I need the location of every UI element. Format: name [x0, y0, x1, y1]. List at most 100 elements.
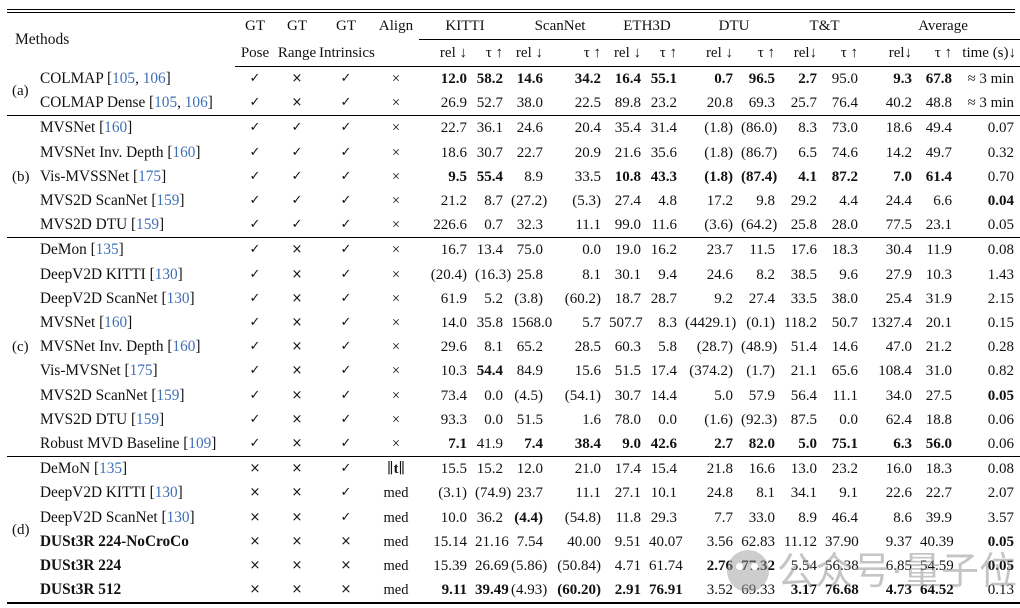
- gt-pose-mark: ✓: [249, 411, 261, 427]
- cell-kitti-rel: 73.4: [440, 387, 467, 404]
- cell-dtu-tau: 69.3: [748, 95, 776, 112]
- cell-eth3d-tau: 8.3: [658, 315, 678, 332]
- cell-scannet-rel: 75.0: [511, 237, 551, 263]
- method-label: DeepV2D KITTI: [40, 265, 146, 283]
- citation-link[interactable]: 106: [142, 69, 166, 87]
- cell-kitti-rel: 15.5: [419, 456, 475, 482]
- citation-link[interactable]: 130: [166, 289, 190, 307]
- method-label: MVSNet: [40, 119, 96, 137]
- citation-link[interactable]: 130: [154, 484, 178, 502]
- citation-link[interactable]: 160: [172, 338, 196, 356]
- cell-kitti-tau: 36.1: [475, 115, 511, 141]
- cell-tt-rel: 87.5: [790, 411, 818, 428]
- citation-link[interactable]: 105: [112, 69, 136, 87]
- cell-scannet-rel: 8.9: [524, 168, 543, 185]
- subcol-tt-tau: τ ↑: [825, 39, 867, 67]
- dataset-header-eth3d: ETH3D: [609, 13, 686, 40]
- cell-avg-rel: 8.6: [893, 509, 913, 526]
- cell-dtu-tau: 77.32: [741, 558, 776, 575]
- cell-avg-tau: 18.3: [920, 456, 961, 482]
- cell-dtu-tau: (92.3): [741, 411, 778, 428]
- cell-kitti-rel: 12.0: [440, 71, 467, 87]
- method-name: DUSt3R 224: [35, 554, 235, 578]
- citation-link[interactable]: 175: [129, 362, 153, 380]
- cell-kitti-tau: 41.9: [476, 436, 503, 453]
- cell-time: ≈ 3 min: [967, 71, 1015, 87]
- cell-kitti-rel: 93.3: [440, 411, 467, 428]
- cell-kitti-tau: 13.4: [475, 237, 511, 263]
- citation-link[interactable]: 160: [104, 314, 128, 332]
- cell-tt-tau: 65.6: [831, 363, 859, 380]
- cell-avg-tau: 54.59: [920, 558, 954, 575]
- citation-link[interactable]: 160: [104, 119, 128, 137]
- citation-link[interactable]: 109: [188, 435, 212, 453]
- align-mode: ×: [391, 290, 401, 307]
- cell-dtu-tau: 9.8: [756, 193, 776, 210]
- citation-link[interactable]: 135: [95, 241, 119, 259]
- method-label: DeepV2D ScanNet: [40, 508, 158, 526]
- cell-kitti-tau: 58.2: [476, 71, 503, 87]
- cell-avg-tau: 49.4: [920, 115, 961, 141]
- table-row: DeepV2D ScanNet [130] ✓ × ✓ × 61.9 5.2 (3.8) (60…: [7, 287, 1020, 311]
- citation-link[interactable]: 175: [138, 167, 162, 185]
- cell-kitti-tau: 55.4: [476, 168, 503, 185]
- gt-range-mark: ×: [291, 558, 303, 574]
- cell-scannet-tau: 28.5: [574, 339, 602, 356]
- cell-kitti-rel: (20.4): [430, 266, 467, 283]
- cell-eth3d-rel: 9.51: [614, 533, 642, 550]
- cell-eth3d-rel: 2.91: [614, 582, 642, 599]
- method-label: MVS2D DTU: [40, 410, 128, 428]
- cell-kitti-rel: 10.3: [440, 363, 467, 380]
- cell-dtu-rel: 20.8: [706, 95, 734, 112]
- cell-dtu-rel: 5.0: [714, 387, 734, 404]
- cell-tt-rel: 17.6: [783, 237, 826, 263]
- cell-tt-rel: 51.4: [790, 339, 818, 356]
- cell-tt-rel: 8.9: [798, 509, 818, 526]
- citation-link[interactable]: 159: [156, 192, 180, 210]
- cell-dtu-tau: 82.0: [748, 436, 776, 453]
- cell-scannet-rel: (5.86): [511, 558, 548, 575]
- cell-tt-tau: 9.6: [839, 266, 859, 283]
- cell-avg-rel: 47.0: [885, 339, 913, 356]
- cell-eth3d-tau: 16.2: [649, 237, 686, 263]
- citation-link[interactable]: 135: [99, 460, 123, 478]
- gt-pose-mark: ✓: [249, 436, 261, 452]
- col-header-gt-pose: Pose: [235, 39, 275, 67]
- cell-eth3d-tau: 42.6: [650, 436, 678, 453]
- cell-eth3d-rel: 27.4: [614, 193, 642, 210]
- align-mode: med: [383, 533, 409, 550]
- align-mode: ×: [373, 237, 419, 263]
- align-mode: ×: [391, 339, 401, 356]
- align-mode: ×: [391, 363, 401, 380]
- citation-link[interactable]: 130: [154, 265, 178, 283]
- citation-link[interactable]: 159: [156, 386, 180, 404]
- cell-kitti-tau: 39.49: [475, 582, 509, 599]
- citation-link[interactable]: 160: [172, 143, 196, 161]
- method-name: MVSNet Inv. Depth [160]: [40, 143, 201, 161]
- citation-link[interactable]: 105: [154, 94, 178, 112]
- citation-link[interactable]: 106: [184, 94, 208, 112]
- cell-eth3d-tau: 0.0: [658, 411, 678, 428]
- cell-eth3d-tau: 55.1: [650, 71, 678, 87]
- cell-scannet-tau: 11.1: [575, 217, 602, 234]
- cell-dtu-rel: 23.7: [685, 237, 742, 263]
- cell-tt-tau: 73.0: [825, 115, 867, 141]
- cell-dtu-tau: 8.1: [756, 485, 776, 502]
- cell-scannet-rel: (4.93): [511, 582, 548, 599]
- cell-kitti-tau: 8.7: [484, 193, 503, 210]
- citation-link[interactable]: 159: [136, 410, 159, 428]
- cell-dtu-rel: (3.6): [704, 217, 734, 234]
- cell-avg-tau: 18.8: [925, 411, 953, 428]
- gt-intrinsics-mark: ✓: [319, 237, 373, 263]
- table-row: (c) DeMon [135] ✓ × ✓ × 16.7 13.4 75.0 0.0 19.0 16.…: [7, 237, 1020, 457]
- citation-link[interactable]: 130: [166, 508, 190, 526]
- align-mode: ×: [391, 217, 401, 234]
- method-label: DUSt3R 512: [40, 581, 122, 599]
- cell-dtu-tau: (48.9): [741, 339, 778, 356]
- citation-link[interactable]: 159: [136, 216, 159, 234]
- gt-pose-mark: ×: [249, 533, 261, 549]
- align-mode: ×: [391, 71, 401, 87]
- gt-intrinsics-mark: ✓: [340, 95, 352, 111]
- method-label: DeMon: [40, 241, 87, 259]
- align-mode: ×: [391, 436, 401, 453]
